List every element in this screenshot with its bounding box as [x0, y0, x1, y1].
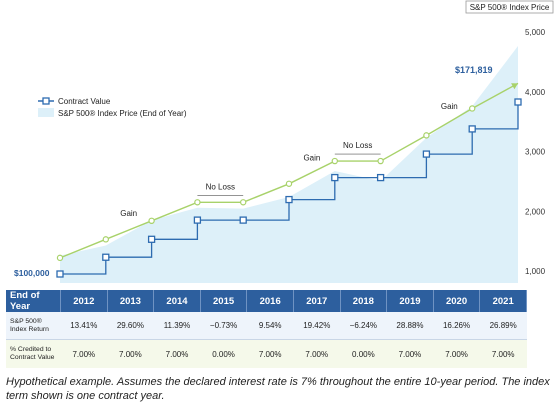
table-header-year: 2018 [340, 290, 388, 312]
data-table: End of Year 2012 2013 2014 2015 2016 201… [6, 290, 527, 368]
legend-contract-swatch-marker [42, 97, 50, 105]
index-price-area-group [60, 46, 518, 283]
table-cell: 7.00% [433, 339, 480, 368]
crediting-marker [239, 199, 247, 206]
contract-value-marker [422, 150, 431, 158]
end-value-label: $171,819 [455, 65, 493, 75]
row-label-credited: % Credited to Contract Value [6, 339, 61, 368]
table-header-year: 2020 [433, 290, 481, 312]
legend: Contract Value S&P 500® Index Price (End… [38, 97, 187, 118]
row-label-line: % Credited to [10, 346, 52, 353]
crediting-marker [331, 157, 338, 165]
contract-value-marker [147, 235, 156, 243]
row-label-index-return: S&P 500® Index Return [6, 312, 61, 340]
table-cell: 28.88% [386, 312, 434, 340]
contract-value-marker [239, 216, 247, 224]
y-tick-label: 5,000 [525, 28, 546, 37]
table-cell: 26.89% [479, 312, 527, 340]
start-value-label: $100,000 [14, 268, 50, 278]
annotations-group: Gain No Loss Gain No Loss Gain [120, 102, 458, 218]
footnote: Hypothetical example. Assumes the declar… [6, 376, 550, 402]
table-header-row: End of Year 2012 2013 2014 2015 2016 201… [6, 290, 527, 312]
crediting-marker [194, 199, 201, 206]
table-header-year: 2013 [107, 290, 155, 312]
y-tick-label: 3,000 [525, 148, 546, 157]
row-label-line: Index Return [10, 325, 49, 333]
y-tick-label: 4,000 [525, 88, 546, 97]
contract-value-marker [514, 98, 522, 106]
table-cell: 11.39% [153, 312, 201, 340]
table-cell: 7.00% [107, 339, 154, 368]
table-cell: 9.54% [246, 312, 294, 340]
row-label-line: Contract Value [10, 354, 55, 361]
annotation-label: Gain [120, 209, 137, 218]
y-tick-label: 2,000 [525, 207, 546, 216]
index-price-area [60, 46, 518, 283]
table-header-label: End of Year [6, 290, 61, 312]
table-cell: −0.73% [200, 312, 247, 340]
table-cell: 19.42% [293, 312, 341, 340]
table-cell: −6.24% [340, 312, 387, 340]
contract-value-marker [102, 253, 110, 261]
table-cell: 16.26% [433, 312, 480, 340]
y-axis: 1,000 2,000 3,000 4,000 5,000 [525, 28, 546, 276]
contract-value-marker [468, 125, 476, 133]
crediting-marker [102, 236, 110, 243]
table-cell: 0.00% [200, 339, 247, 368]
table-header-year: 2015 [200, 290, 248, 312]
contract-value-marker [331, 173, 339, 182]
table-header-year: 2019 [386, 290, 434, 312]
table-cell: 7.00% [479, 339, 527, 368]
table-row-credited: % Credited to Contract Value 7.00% 7.00% … [6, 339, 527, 368]
table-cell: 7.00% [386, 339, 434, 368]
crediting-marker [377, 157, 384, 165]
table-cell: 7.00% [293, 339, 341, 368]
table-header-year: 2016 [246, 290, 294, 312]
legend-contract-label: Contract Value [58, 97, 111, 106]
crediting-line-group [56, 82, 519, 262]
y-axis-title-box [465, 0, 554, 14]
table-cell: 7.00% [246, 339, 294, 368]
table-header-year: 2021 [479, 290, 527, 312]
crediting-marker [469, 105, 476, 112]
crediting-marker [148, 217, 155, 225]
legend-index-swatch [38, 108, 54, 117]
y-tick-label: 1,000 [525, 267, 546, 276]
table-cell: 29.60% [107, 312, 154, 340]
legend-index-label: S&P 500® Index Price (End of Year) [58, 109, 187, 118]
crediting-marker [285, 180, 293, 187]
crediting-marker [423, 132, 430, 139]
table-cell: 13.41% [60, 312, 108, 340]
table-header-year: 2017 [293, 290, 341, 312]
contract-value-marker [285, 195, 293, 204]
y-axis-title: S&P 500® Index Price [470, 3, 550, 12]
contract-value-group [56, 98, 522, 278]
table-cell: 7.00% [153, 339, 201, 368]
contract-value-marker [376, 173, 385, 182]
row-label-line: S&P 500® [10, 317, 42, 325]
contract-value-marker [56, 270, 64, 278]
annotation-label: Gain [303, 153, 320, 162]
crediting-marker [56, 254, 64, 262]
crediting-arrowhead [511, 83, 518, 90]
table-row-index-return: S&P 500® Index Return 13.41% 29.60% 11.39… [6, 312, 527, 340]
contract-value-marker [193, 216, 202, 224]
table-cell: 0.00% [340, 339, 387, 368]
table-cell: 7.00% [60, 339, 108, 368]
annotation-label: No Loss [206, 182, 235, 191]
annotation-label: No Loss [343, 141, 372, 150]
table-header-year: 2012 [60, 290, 108, 312]
annotation-label: Gain [441, 102, 458, 111]
table-header-year: 2014 [153, 290, 201, 312]
